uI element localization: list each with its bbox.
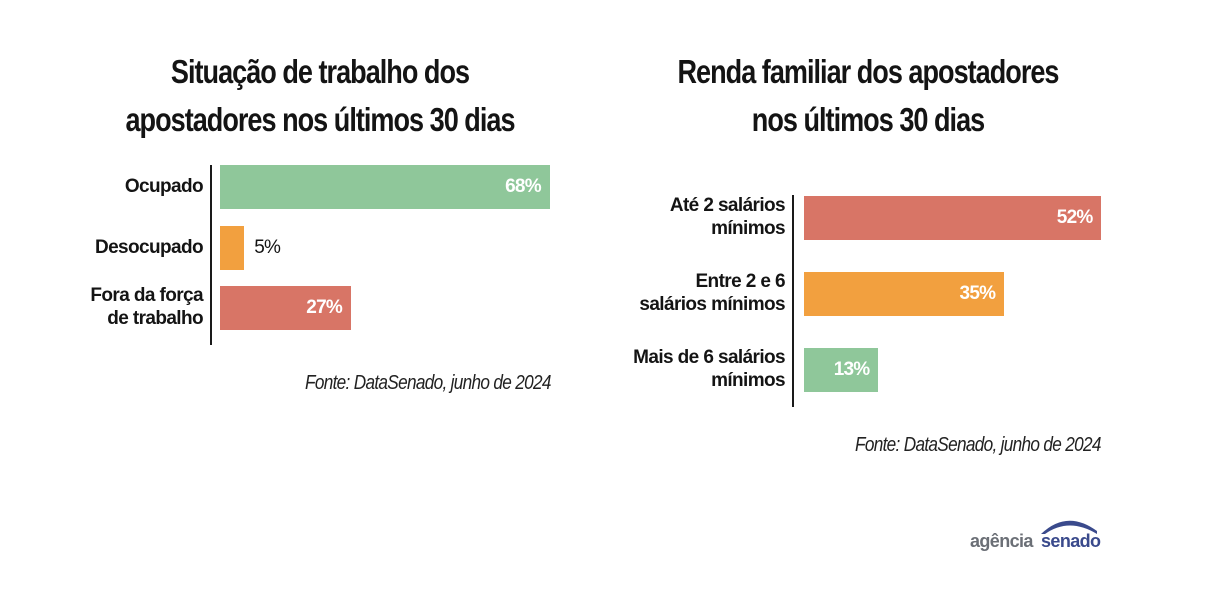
title-line: Renda familiar dos apostadores: [677, 53, 1059, 90]
category-label-line: Desocupado: [94, 236, 204, 258]
source-note-left: Fonte: DataSenado, junho de 2024: [305, 372, 551, 394]
title-line: Situação de trabalho dos: [170, 53, 470, 90]
category-label: Até 2 salários mínimos: [669, 194, 786, 240]
data-label: 27%: [306, 297, 342, 318]
logo-text-agencia: agência: [970, 531, 1033, 551]
y-axis-line: [792, 195, 794, 407]
bar: [804, 348, 879, 392]
data-label: 68%: [505, 176, 541, 197]
bar: [804, 272, 1005, 316]
category-label: Fora da força de trabalho: [90, 284, 203, 330]
chart-title-right: Renda familiar dos apostadores nos últim…: [638, 48, 1097, 144]
category-label-line: Até 2 salários: [669, 195, 786, 216]
category-label: Desocupado: [94, 236, 204, 259]
agencia-senado-logo: agência senado: [965, 515, 1105, 555]
title-line: apostadores nos últimos 30 dias: [125, 101, 515, 138]
bar: [220, 165, 550, 209]
data-label: 5%: [254, 237, 281, 258]
category-label: Ocupado: [124, 175, 204, 198]
title-line: nos últimos 30 dias: [751, 101, 985, 138]
category-label-line: Ocupado: [124, 175, 204, 197]
category-label: Mais de 6 salários mínimos: [633, 346, 785, 392]
category-label-line: mínimos: [711, 218, 786, 239]
logo-text-senado: senado: [1041, 531, 1101, 551]
category-label-line: de trabalho: [107, 308, 203, 329]
data-label: 13%: [833, 359, 870, 380]
data-label: 35%: [959, 283, 996, 304]
category-label: Entre 2 e 6 salários mínimos: [639, 270, 785, 316]
chart-title-left: Situação de trabalho dos apostadores nos…: [90, 48, 549, 144]
bar: [220, 286, 351, 330]
category-label-line: mínimos: [711, 370, 786, 391]
category-label-line: Entre 2 e 6: [695, 271, 785, 292]
data-label: 52%: [1056, 207, 1093, 228]
category-label-line: Fora da força: [90, 285, 203, 306]
category-label-line: salários mínimos: [639, 294, 785, 315]
source-note-right: Fonte: DataSenado, junho de 2024: [855, 434, 1101, 456]
category-label-line: Mais de 6 salários: [633, 347, 785, 368]
logo-arc-icon: [1041, 520, 1097, 534]
y-axis-line: [210, 165, 212, 345]
bar: [804, 196, 1102, 240]
bar: [220, 226, 245, 270]
